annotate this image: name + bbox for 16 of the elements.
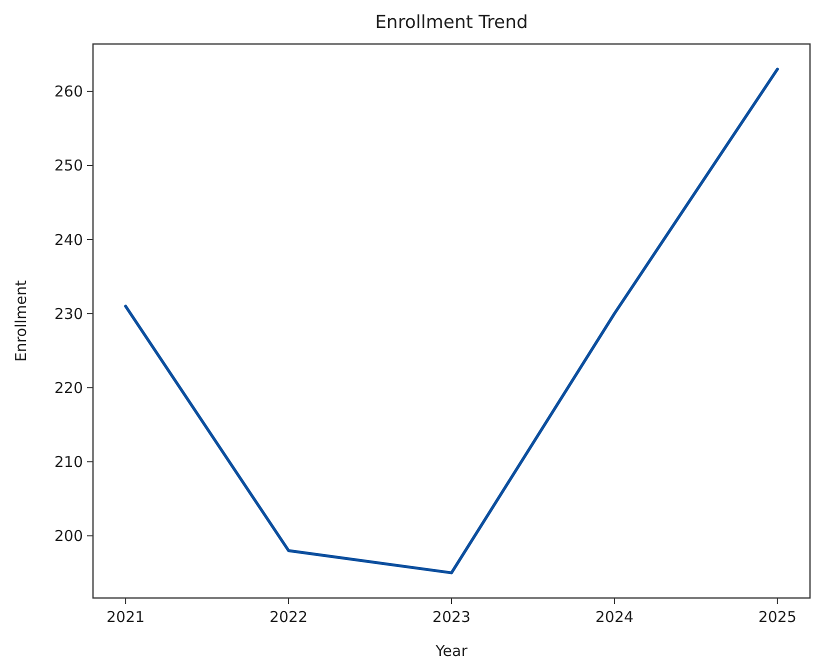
x-tick-label: 2025 (758, 608, 797, 626)
x-tick-label: 2024 (595, 608, 634, 626)
x-tick-label: 2022 (269, 608, 308, 626)
y-tick-label: 260 (54, 82, 83, 101)
x-axis-title: Year (434, 642, 468, 660)
x-tick-label: 2021 (106, 608, 145, 626)
y-axis-title: Enrollment (12, 280, 30, 362)
y-tick-label: 230 (54, 304, 83, 323)
y-tick-label: 210 (54, 452, 83, 471)
y-tick-label: 200 (54, 527, 83, 546)
y-tick-label: 220 (54, 378, 83, 397)
line-series (124, 68, 779, 574)
y-tick-label: 250 (54, 156, 83, 175)
x-tick-label: 2023 (432, 608, 471, 626)
chart-title: Enrollment Trend (375, 12, 528, 33)
y-tick-label: 240 (54, 230, 83, 249)
